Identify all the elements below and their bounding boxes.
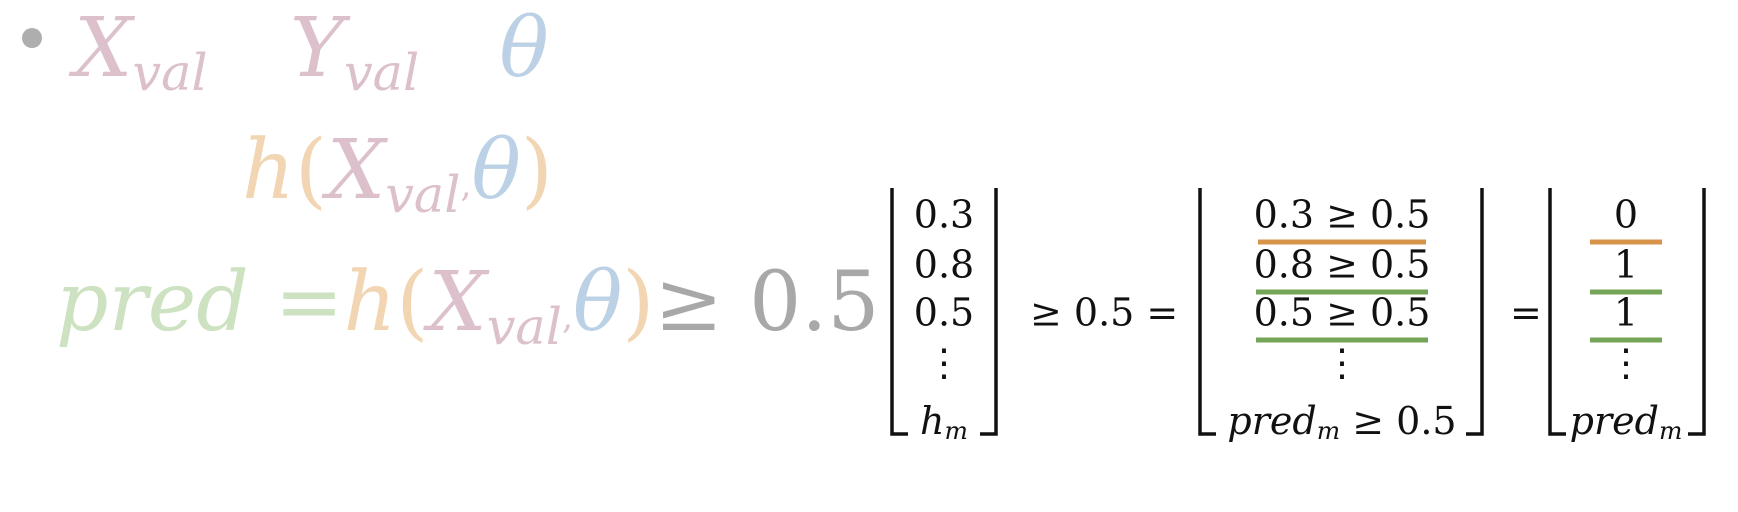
input-vector-cell: 0.5 bbox=[914, 291, 974, 335]
equals-operator: = bbox=[1510, 291, 1542, 335]
h-symbol-2: h bbox=[343, 255, 397, 350]
y-val-symbol: Yval bbox=[289, 1, 420, 103]
input-vector-cell: 0.3 bbox=[914, 193, 974, 237]
output-vector-cell: 1 bbox=[1614, 243, 1638, 287]
output-right-bracket bbox=[1688, 188, 1706, 436]
theta-symbol: θ bbox=[499, 1, 549, 96]
threshold-operator: ≥ 0.5 = bbox=[1030, 291, 1178, 335]
equals-sign: = bbox=[274, 255, 344, 350]
x-val-symbol: Xval bbox=[74, 1, 208, 103]
input-left-bracket bbox=[890, 188, 908, 436]
x-val-arg-2: Xval bbox=[428, 255, 562, 357]
comparison-right-bracket bbox=[1466, 188, 1484, 436]
comparison-cell: 0.3 ≥ 0.5 bbox=[1254, 193, 1431, 237]
input-vector-cell: ⋮ bbox=[925, 341, 963, 385]
comparison-left-bracket bbox=[1198, 188, 1216, 436]
comparison-cell: 0.8 ≥ 0.5 bbox=[1254, 243, 1431, 287]
comparison-cell: 0.5 ≥ 0.5 bbox=[1254, 291, 1431, 335]
x-val-arg: Xval bbox=[326, 123, 461, 225]
pred-symbol: pred bbox=[56, 255, 249, 350]
variables-line: Xval Yval θ bbox=[74, 8, 549, 99]
h-symbol: h bbox=[242, 123, 295, 218]
threshold-comparison: ≥ 0.5 bbox=[654, 255, 880, 350]
hypothesis-line: h(Xval,θ) bbox=[242, 123, 553, 225]
theta-arg: θ bbox=[471, 123, 521, 218]
input-vector-cell: hm bbox=[920, 399, 968, 445]
theta-arg-2: θ bbox=[572, 255, 623, 350]
prediction-line: pred =h(Xval,θ)≥ 0.5 bbox=[56, 255, 880, 357]
output-vector-cell: 0 bbox=[1614, 193, 1638, 237]
output-left-bracket bbox=[1548, 188, 1566, 436]
comparison-cell: predm ≥ 0.5 bbox=[1227, 399, 1456, 445]
output-vector-cell: predm bbox=[1570, 399, 1683, 445]
matrix-equation: 0.3 0.80.5 ⋮ hm ≥ 0.5 = 0.3 ≥ 0.5 0.8 ≥ 0.50.5… bbox=[890, 188, 1706, 445]
bullet-point bbox=[22, 28, 42, 48]
input-vector-cell: 0.8 bbox=[914, 243, 974, 287]
output-vector-cell: ⋮ bbox=[1607, 341, 1645, 385]
output-vector-cell: 1 bbox=[1614, 291, 1638, 335]
input-right-bracket bbox=[980, 188, 998, 436]
comparison-cell: ⋮ bbox=[1323, 341, 1361, 385]
